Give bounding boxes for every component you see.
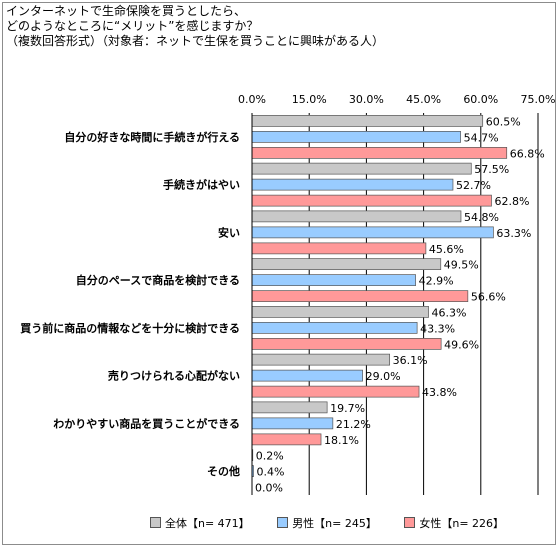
legend: 全体【n= 471】 男性【n= 245】 女性【n= 226】	[150, 515, 528, 531]
bar-male	[251, 322, 418, 334]
category-label: わかりやすい商品を買うことができる	[53, 416, 240, 430]
data-label: 54.7%	[464, 131, 499, 144]
bar-female	[251, 433, 322, 446]
data-label: 49.5%	[444, 259, 479, 272]
bar-all	[251, 210, 462, 223]
data-label: 0.4%	[257, 466, 285, 479]
data-label: 0.2%	[256, 450, 284, 463]
data-label: 60.5%	[486, 115, 521, 128]
chart-title: インターネットで生命保険を買うとしたら、 どのようなところに“メリット”を感じます…	[6, 4, 384, 49]
x-tick-label: 75.0%	[521, 93, 556, 106]
category-label: 安い	[218, 225, 240, 239]
bar-female	[251, 290, 469, 302]
data-label: 57.5%	[474, 163, 509, 176]
data-label: 49.6%	[444, 338, 479, 351]
data-label: 29.0%	[366, 370, 401, 383]
data-label: 56.6%	[471, 291, 506, 304]
bar-male	[251, 274, 416, 286]
bar-male	[251, 417, 334, 430]
legend-label-male: 男性【n= 245】	[292, 517, 377, 530]
data-label: 0.0%	[255, 482, 283, 495]
legend-item-female: 女性【n= 226】	[404, 515, 504, 531]
bar-female	[251, 338, 442, 350]
category-label: 手続きがはやい	[163, 178, 240, 192]
data-label: 42.9%	[419, 275, 454, 288]
category-label: 自分のペースで商品を検討できる	[76, 273, 240, 287]
bar-all	[251, 306, 429, 318]
bar-male	[251, 369, 363, 382]
legend-swatch-all	[150, 517, 161, 528]
bar-male	[251, 131, 461, 143]
bar-female	[251, 242, 427, 255]
data-label: 43.8%	[422, 386, 457, 399]
legend-label-female: 女性【n= 226】	[419, 517, 505, 530]
x-tick-label: 15.0%	[292, 93, 327, 106]
bar-male	[251, 226, 494, 239]
x-tick-label: 60.0%	[463, 93, 498, 106]
bar-all	[251, 162, 472, 175]
category-label: 売りつけられる心配がない	[108, 369, 240, 383]
bar-all	[251, 258, 442, 270]
title-line-1: インターネットで生命保険を買うとしたら、	[6, 4, 247, 18]
legend-label-all: 全体【n= 471】	[165, 517, 250, 530]
bar-female	[251, 194, 492, 207]
category-label: 自分の好きな時間に手続きが行える	[64, 130, 240, 144]
bar-male	[251, 178, 454, 191]
bar-all	[251, 115, 484, 127]
chart-frame	[2, 2, 556, 545]
legend-swatch-male	[277, 517, 289, 528]
data-label: 66.8%	[510, 147, 545, 160]
bar-female	[251, 385, 420, 398]
data-label: 46.3%	[432, 306, 467, 319]
data-label: 19.7%	[330, 402, 365, 415]
legend-swatch-female	[404, 517, 416, 528]
data-label: 52.7%	[456, 179, 491, 192]
data-label: 18.1%	[324, 434, 359, 447]
bar-female	[251, 147, 508, 159]
data-label: 54.8%	[464, 211, 499, 224]
legend-item-male: 男性【n= 245】	[277, 515, 377, 531]
title-line-2: どのようなところに“メリット”を感じますか？	[6, 19, 259, 33]
category-label: 買う前に商品の情報などを十分に検討できる	[20, 321, 240, 335]
bar-all	[251, 353, 391, 366]
data-label: 62.8%	[494, 195, 529, 208]
category-label: その他	[207, 464, 240, 478]
legend-item-all: 全体【n= 471】	[150, 515, 250, 531]
bar-all	[251, 401, 328, 414]
data-label: 43.3%	[420, 322, 455, 335]
data-label: 45.6%	[429, 243, 464, 256]
data-label: 36.1%	[393, 354, 428, 367]
data-label: 63.3%	[496, 227, 531, 240]
data-label: 21.2%	[336, 418, 371, 431]
title-line-3: （複数回答形式）（対象者：ネットで生保を買うことに興味がある人）	[6, 34, 385, 48]
x-tick-label: 45.0%	[406, 93, 441, 106]
x-tick-label: 0.0%	[238, 93, 266, 106]
x-tick-label: 30.0%	[349, 93, 384, 106]
